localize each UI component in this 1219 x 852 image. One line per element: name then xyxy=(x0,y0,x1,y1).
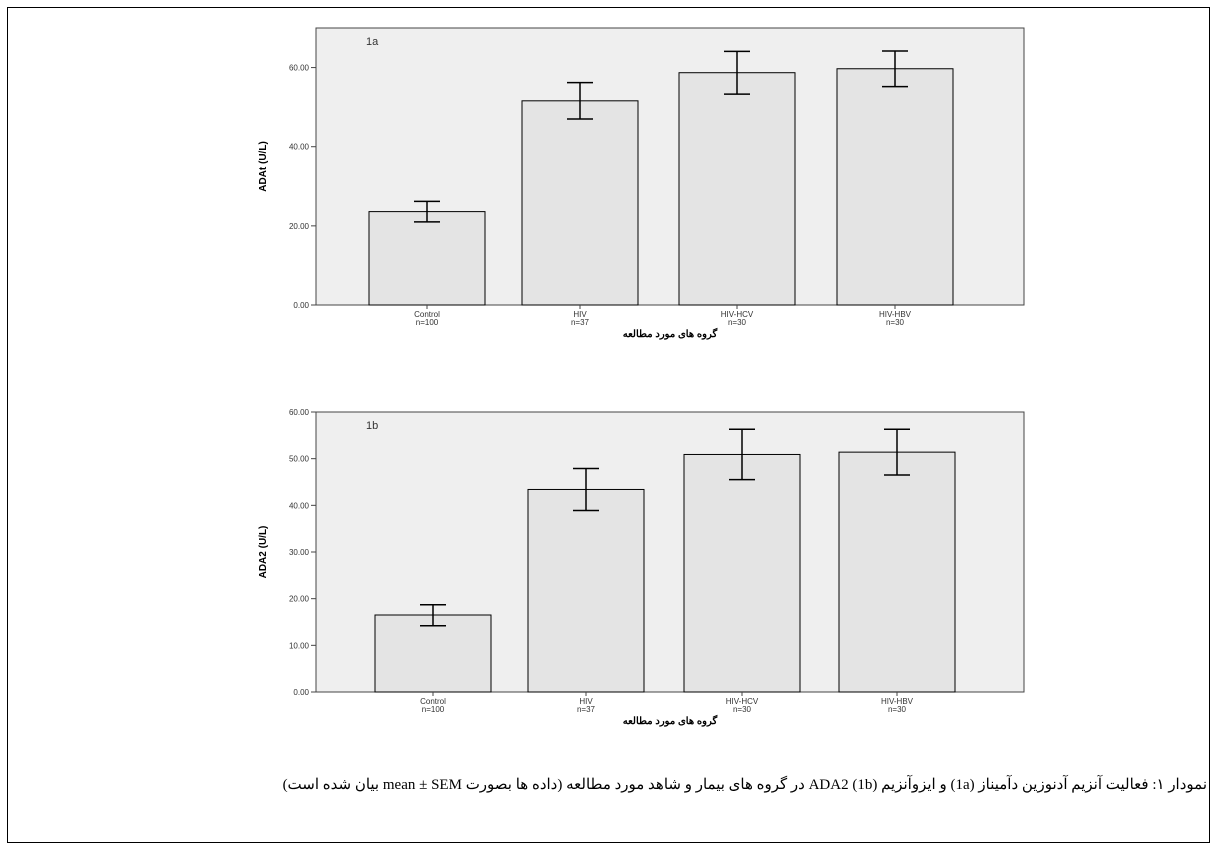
x-tick-label: Control xyxy=(414,310,440,319)
x-tick-n: n=30 xyxy=(733,705,752,714)
bar xyxy=(678,72,796,306)
y-tick-label: 20.00 xyxy=(289,222,310,231)
panel-label: 1b xyxy=(366,420,378,432)
y-tick-label: 0.00 xyxy=(293,688,309,697)
y-tick-label: 60.00 xyxy=(289,64,310,73)
bar xyxy=(838,451,956,693)
panel-label: 1a xyxy=(366,36,379,48)
x-tick-n: n=30 xyxy=(888,705,907,714)
x-tick-n: n=37 xyxy=(577,705,596,714)
y-axis-label: ADAt (U/L) xyxy=(258,141,269,192)
y-tick-label: 50.00 xyxy=(289,455,310,464)
bar xyxy=(527,488,645,693)
bar xyxy=(368,211,486,306)
x-tick-label: HIV-HBV xyxy=(881,697,914,706)
chart-1b: 0.00 10.00 20.00 30.00 40.00 50.00 60.00 ADA2 (… xyxy=(258,408,1025,727)
x-tick-label: HIV-HCV xyxy=(726,697,759,706)
x-tick-label: HIV-HBV xyxy=(879,310,912,319)
y-tick-label: 30.00 xyxy=(289,548,310,557)
figure-frame xyxy=(7,7,1210,843)
y-tick-label: 0.00 xyxy=(293,301,309,310)
x-tick-n: n=30 xyxy=(728,318,747,327)
x-tick-label: HIV xyxy=(579,697,593,706)
y-tick-label: 20.00 xyxy=(289,595,310,604)
y-tick-label: 60.00 xyxy=(289,408,310,417)
x-tick-n: n=30 xyxy=(886,318,905,327)
y-tick-label: 40.00 xyxy=(289,501,310,510)
y-axis-label: ADA2 (U/L) xyxy=(258,526,269,579)
x-axis-label: گروه های مورد مطالعه xyxy=(623,327,718,340)
y-tick-label: 10.00 xyxy=(289,641,310,650)
y-tick-label: 40.00 xyxy=(289,143,310,152)
x-tick-label: HIV xyxy=(573,310,587,319)
x-tick-n: n=100 xyxy=(422,705,445,714)
x-tick-label: HIV-HCV xyxy=(721,310,754,319)
bar xyxy=(374,614,492,693)
bar xyxy=(683,453,801,693)
x-axis-label: گروه های مورد مطالعه xyxy=(623,714,718,727)
x-tick-n: n=37 xyxy=(571,318,590,327)
x-tick-n: n=100 xyxy=(416,318,439,327)
figure-caption: نمودار ۱: فعالیت آنزیم آدنوزین دآمیناز (… xyxy=(282,777,1207,793)
bar xyxy=(836,68,954,306)
x-tick-label: Control xyxy=(420,697,446,706)
